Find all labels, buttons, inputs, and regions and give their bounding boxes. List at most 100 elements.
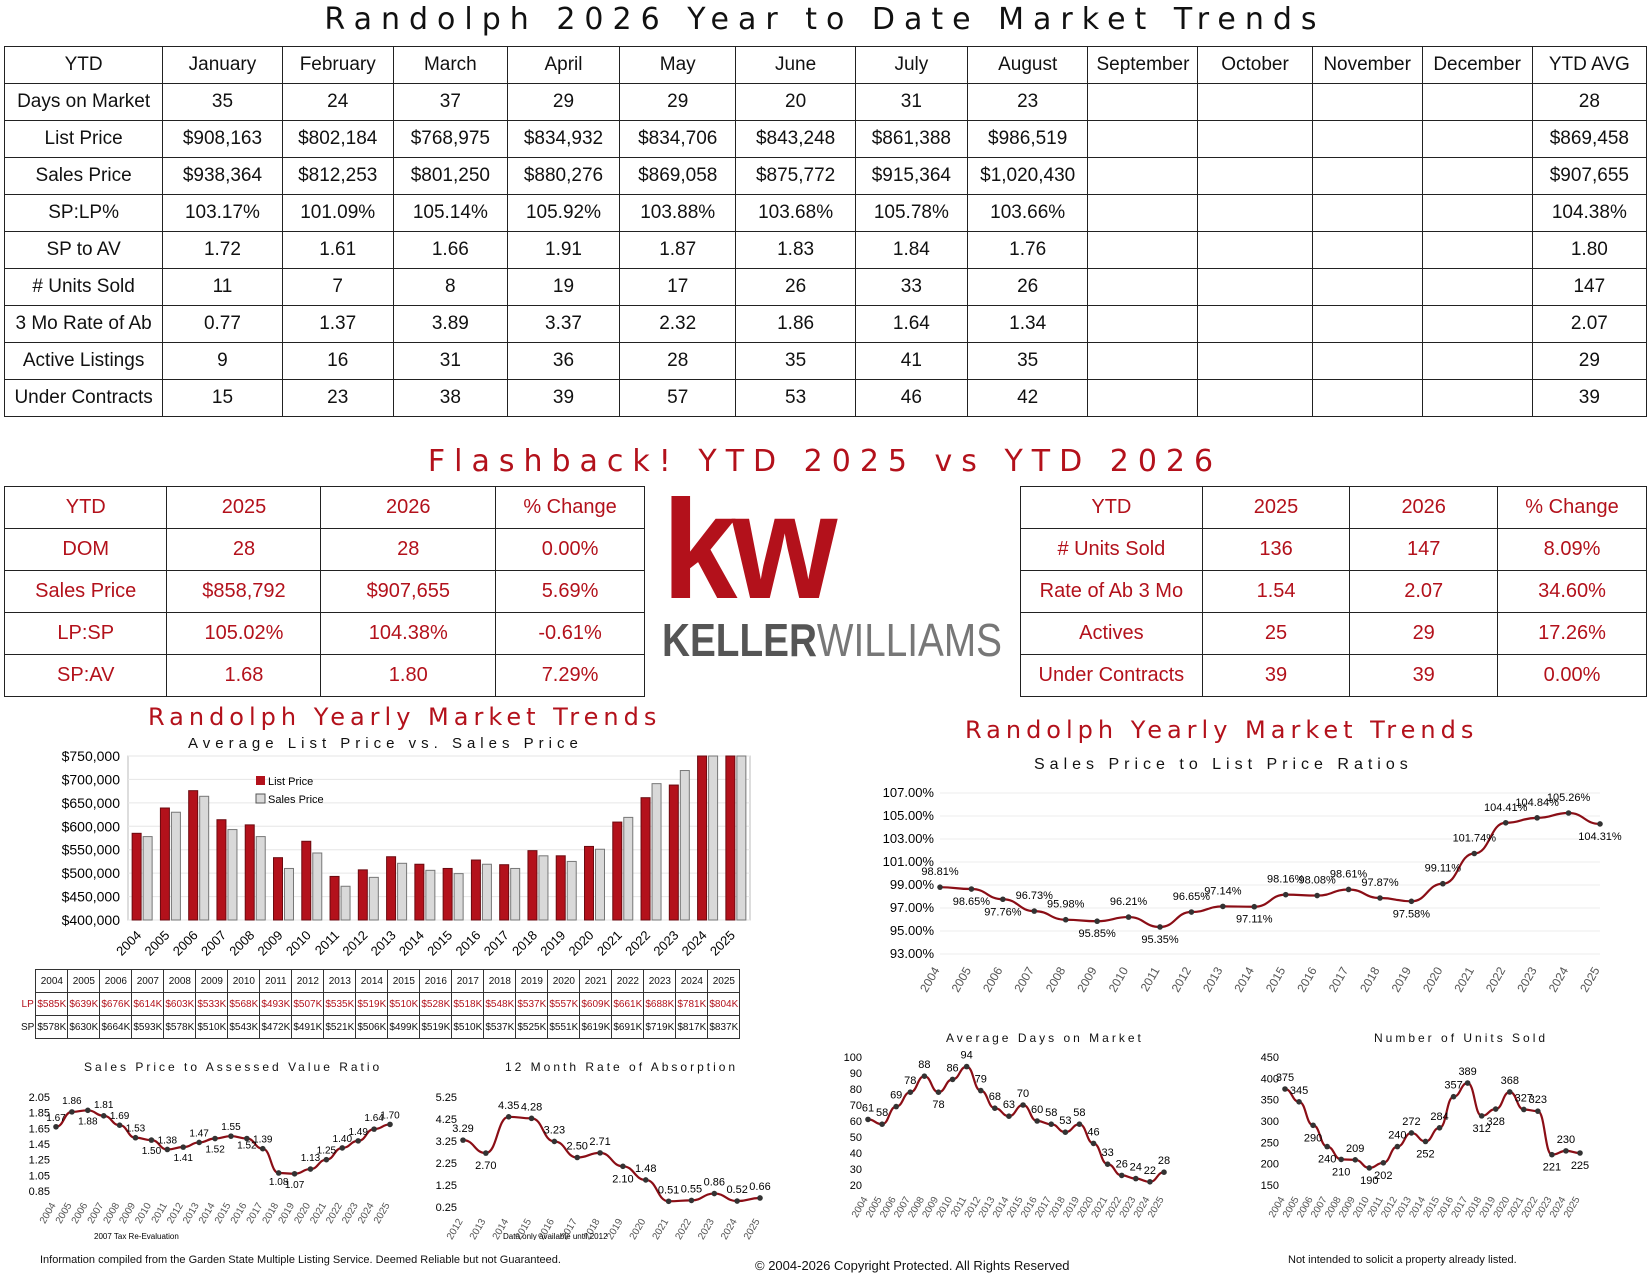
table-cell: $603K [163, 992, 197, 1016]
x-tick-label: 2004 [917, 964, 943, 994]
x-tick-label: 2024 [719, 1217, 740, 1240]
y-tick-label: 150 [1261, 1180, 1279, 1192]
data-point [968, 886, 975, 892]
table-cell: 105.78% [854, 194, 968, 232]
table-cell [1197, 231, 1313, 269]
units-chart-title: Number of Units Sold [1374, 1031, 1549, 1045]
table-row: SP:AV 1.68 1.80 7.29% [3, 654, 645, 697]
table-row: 2004 2005 2006 2007 2008 2009 2010 2011 2012 2013… [20, 969, 741, 993]
column-header: YTD AVG [1531, 46, 1648, 84]
table-cell: 1.54 [1201, 570, 1351, 613]
data-point [1450, 1093, 1457, 1100]
table-cell [1311, 194, 1423, 232]
data-label: 33 [1101, 1147, 1113, 1159]
bar-sales-price [510, 867, 521, 921]
bar-sales-price [425, 869, 436, 921]
row-label: # Units Sold [3, 268, 164, 306]
x-tick-label: 2025 [1577, 964, 1603, 994]
table-cell: $537K [515, 992, 549, 1016]
data-label: 46 [1087, 1126, 1099, 1138]
data-label: 96.73% [1016, 890, 1054, 902]
data-point [1188, 909, 1195, 915]
table-row: LP:SP 105.02% 104.38% -0.61% [3, 612, 645, 655]
data-label: 252 [1416, 1148, 1434, 1160]
table-cell [1087, 157, 1199, 195]
data-point [551, 1138, 558, 1145]
data-label: 86 [946, 1062, 958, 1074]
x-tick-label: 2015 [424, 928, 455, 959]
table-cell: $880,276 [506, 157, 621, 195]
table-cell: 16 [281, 342, 394, 380]
data-point [879, 1121, 885, 1127]
y-tick-label: 1.05 [29, 1170, 50, 1182]
data-label: 209 [1346, 1143, 1364, 1155]
table-cell: 2015 [387, 969, 421, 993]
table-cell: 1.80 [320, 654, 497, 697]
data-point [935, 1089, 942, 1095]
table-cell: 2007 [131, 969, 165, 993]
table-cell: $802,184 [281, 120, 394, 158]
absorption-chart: 0.25 1.25 2.25 3.25 4.25 5.25 3.29 2012 2.70 2013… [436, 1092, 771, 1240]
data-label: 101.74% [1453, 832, 1497, 844]
table-row: # Units Sold 136 147 8.09% [1020, 528, 1647, 571]
data-point [1094, 918, 1100, 925]
table-row: Sales Price $858,792 $907,655 5.69% [3, 570, 645, 613]
data-label: 240 [1318, 1154, 1336, 1166]
data-point [688, 1197, 695, 1204]
table-cell: $861,388 [854, 120, 968, 158]
y-tick-label: 50 [850, 1132, 862, 1144]
data-label: 1.88 [78, 1116, 98, 1127]
series-line [462, 1115, 761, 1203]
y-tick-label: $400,000 [62, 912, 121, 928]
x-tick-label: 2009 [1074, 964, 1100, 994]
data-point [1282, 1086, 1288, 1092]
data-point [196, 1139, 202, 1146]
table-cell [1311, 157, 1423, 195]
table-cell: $557K [547, 992, 581, 1016]
data-point [1345, 886, 1352, 893]
data-point [244, 1135, 250, 1142]
table-cell: $510K [195, 1015, 229, 1039]
compare-table-right: YTD 2025 2026% Change # Units Sold 136 147 8.0… [1020, 486, 1647, 697]
table-cell: $837K [707, 1015, 741, 1039]
bar-sales-price [340, 885, 351, 921]
table-cell: 105.02% [166, 612, 322, 655]
data-label: 1.50 [142, 1146, 162, 1157]
units-chart: 1502002503003504004503752004345200529020… [1261, 1052, 1590, 1220]
data-label: 79 [975, 1074, 987, 1086]
x-tick-label: 2018 [1357, 964, 1383, 994]
data-point [1577, 1150, 1583, 1156]
table-cell: 2.07 [1349, 570, 1499, 613]
bar-list-price [244, 824, 255, 921]
row-label: Active Listings [3, 342, 164, 380]
table-cell: 2.32 [619, 305, 737, 343]
bar-list-price [499, 864, 510, 921]
y-tick-label: 80 [850, 1084, 862, 1096]
data-label: 327 [1515, 1092, 1533, 1104]
column-header: 2025 [166, 486, 322, 529]
data-label: 0.55 [681, 1183, 702, 1195]
table-cell: $719K [643, 1015, 677, 1039]
bar-chart: $400,000 $450,000 $500,000 $550,000 $600,000… [62, 750, 751, 959]
legend-swatch-list [256, 776, 265, 785]
data-point [180, 1144, 187, 1150]
table-cell: 104.38% [1531, 194, 1648, 232]
table-cell: 17.26% [1497, 612, 1647, 655]
data-label: 1.52 [237, 1141, 257, 1152]
data-point [1062, 916, 1069, 923]
data-label: 95.85% [1078, 928, 1116, 940]
table-cell: 103.17% [162, 194, 283, 232]
data-label: 1.08 [269, 1177, 289, 1188]
table-row: List Price $908,163 $802,184 $768,975 $834,9… [3, 120, 1648, 158]
data-point [355, 1138, 361, 1144]
data-point [85, 1107, 91, 1114]
table-cell: $661K [611, 992, 645, 1016]
y-tick-label: 3.25 [436, 1136, 457, 1148]
table-cell: $578K [35, 1015, 69, 1039]
x-tick-label: 2020 [566, 928, 597, 959]
bar-list-price [386, 856, 397, 921]
y-tick-label: $600,000 [62, 818, 121, 834]
flashback-title: Flashback! YTD 2025 vs YTD 2026 [427, 444, 1223, 479]
table-cell: $938,364 [162, 157, 283, 195]
table-cell: $614K [131, 992, 165, 1016]
